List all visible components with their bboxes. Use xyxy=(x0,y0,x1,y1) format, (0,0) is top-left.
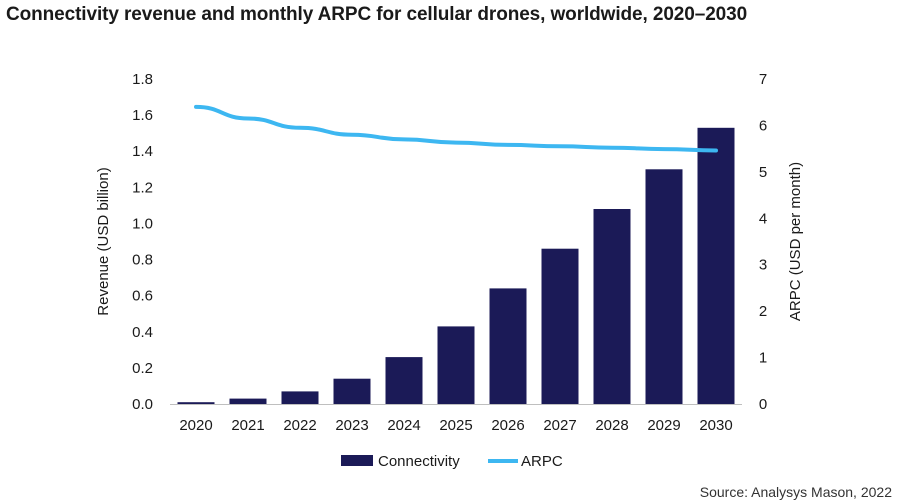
x-tick-label: 2024 xyxy=(387,417,420,434)
y-left-tick-label: 1.2 xyxy=(132,179,153,196)
bar-connectivity-2029 xyxy=(645,169,683,404)
bar-connectivity-2023 xyxy=(333,378,371,404)
y-right-tick-label: 4 xyxy=(759,210,767,227)
legend-swatch-connectivity xyxy=(341,455,373,466)
line-arpc xyxy=(194,104,718,153)
y-right-tick-label: 1 xyxy=(759,350,767,367)
x-tick-label: 2026 xyxy=(491,417,524,434)
y-left-tick-label: 0.8 xyxy=(132,252,153,269)
y-right-tick-label: 5 xyxy=(759,164,767,181)
y-right-axis-title: ARPC (USD per month) xyxy=(787,162,804,321)
y-right-tick-label: 6 xyxy=(759,117,767,134)
bar-connectivity-2022 xyxy=(281,391,319,404)
y-left-tick-label: 1.0 xyxy=(132,215,153,232)
y-right-tick-label: 7 xyxy=(759,71,767,88)
y-left-tick-label: 0.2 xyxy=(132,360,153,377)
bar-connectivity-2026 xyxy=(489,288,527,404)
x-tick-label: 2030 xyxy=(699,417,732,434)
y-left-tick-label: 1.4 xyxy=(132,143,153,160)
legend-label-connectivity: Connectivity xyxy=(378,453,460,470)
x-tick-label: 2021 xyxy=(231,417,264,434)
x-tick-label: 2028 xyxy=(595,417,628,434)
bar-connectivity-2025 xyxy=(437,326,475,404)
bar-layer xyxy=(177,127,735,405)
bar-connectivity-2027 xyxy=(541,248,579,404)
y-left-tick-label: 0.6 xyxy=(132,288,153,305)
chart-title: Connectivity revenue and monthly ARPC fo… xyxy=(6,4,748,25)
bar-connectivity-2024 xyxy=(385,357,423,404)
y-right-tick-label: 3 xyxy=(759,257,767,274)
x-tick-label: 2023 xyxy=(335,417,368,434)
x-tick-label: 2027 xyxy=(543,417,576,434)
x-tick-label: 2020 xyxy=(179,417,212,434)
line-layer xyxy=(194,104,718,153)
y-left-tick-label: 1.8 xyxy=(132,71,153,88)
bar-connectivity-2030 xyxy=(697,127,735,405)
y-right-tick-label: 2 xyxy=(759,303,767,320)
bar-connectivity-2021 xyxy=(229,398,267,404)
x-tick-label: 2029 xyxy=(647,417,680,434)
y-left-axis-title: Revenue (USD billion) xyxy=(95,167,112,315)
source-note: Source: Analysys Mason, 2022 xyxy=(699,484,892,500)
bar-connectivity-2020 xyxy=(177,402,215,404)
y-left-tick-label: 1.6 xyxy=(132,107,153,124)
x-tick-label: 2022 xyxy=(283,417,316,434)
y-left-tick-label: 0.0 xyxy=(132,396,153,413)
x-tick-label: 2025 xyxy=(439,417,472,434)
bar-connectivity-2028 xyxy=(593,209,631,404)
axes-layer: 2020 2021 2022 2023 2024 2025 2026 2027 2028 2029… xyxy=(95,71,804,434)
legend: Connectivity ARPC xyxy=(341,453,563,470)
y-right-tick-label: 0 xyxy=(759,396,767,413)
legend-label-arpc: ARPC xyxy=(521,453,563,470)
y-left-tick-label: 0.4 xyxy=(132,324,153,341)
